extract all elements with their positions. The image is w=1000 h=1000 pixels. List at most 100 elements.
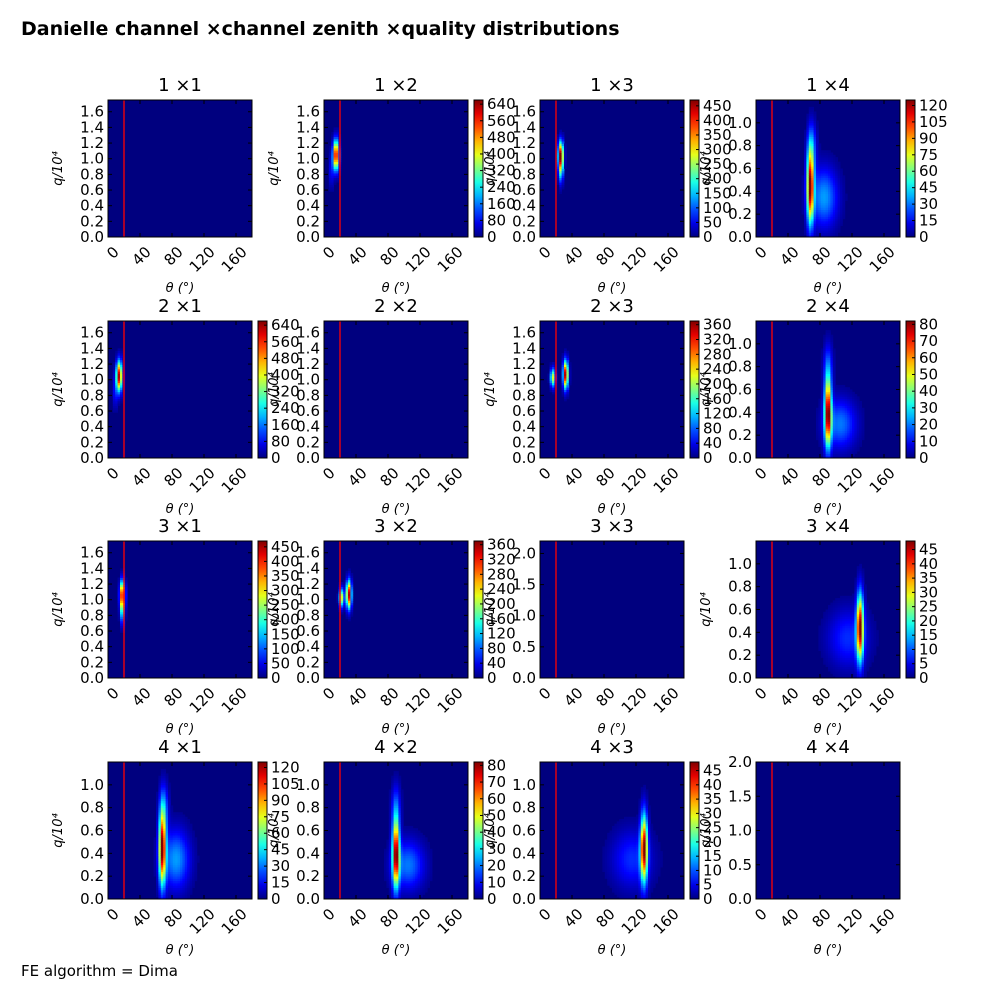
heatmap-cell [808,200,812,204]
heatmap-cell [823,223,826,226]
heatmap-cell [837,602,841,606]
heatmap-cell [422,876,426,879]
heatmap-cell [806,175,810,179]
heatmap-cell [386,844,390,847]
heatmap-cell [868,641,872,645]
heatmap-cell [830,205,834,208]
heatmap-cell [556,168,560,172]
heatmap-cell [388,830,392,834]
heatmap-cell [830,648,834,651]
heatmap-cell [813,111,817,115]
heatmap-cell [840,191,843,195]
heatmap-cell [424,878,428,882]
heatmap-cell [837,387,841,390]
heatmap-cell [424,839,428,843]
heatmap-cell [820,627,824,631]
heatmap-cell [825,350,829,354]
heatmap-cell [564,147,567,151]
heatmap-cell [830,225,834,229]
heatmap-cell [804,221,807,224]
heatmap-cell [163,789,166,793]
heatmap-cell [180,814,183,818]
heatmap-cell [844,403,848,406]
heatmap-cell [165,864,169,868]
heatmap-cell [393,841,397,845]
heatmap-cell [820,437,824,441]
heatmap-cell [564,398,567,402]
heatmap-cell [854,448,858,452]
heatmap-cell [163,791,166,795]
heatmap-cell [854,607,858,610]
heatmap-cell [117,403,121,406]
heatmap-cell [117,373,121,377]
heatmap-cell [559,143,562,147]
heatmap-cell [832,214,836,217]
x-axis-label: θ (°) [814,281,843,296]
heatmap-cell [811,120,814,124]
heatmap-cell [830,371,834,374]
heatmap-cell [854,412,858,416]
heatmap-cell [811,127,814,131]
heatmap-cell [844,595,848,599]
y-axis-label: q/10⁴ [267,372,282,407]
heatmap-cell [427,857,430,861]
heatmap-cell [412,828,416,831]
heatmap-cell [156,885,159,888]
heatmap-cell [818,189,822,192]
x-axis-label: θ (°) [166,281,195,296]
heatmap-cell [830,448,834,452]
heatmap-cell [856,416,860,420]
heatmap-cell [837,430,841,434]
heatmap-cell [559,161,562,165]
heatmap-cell [163,851,166,854]
heatmap-cell [172,830,176,834]
heatmap-cell [808,216,812,220]
heatmap-cell [842,216,846,220]
heatmap-cell [192,835,195,838]
heatmap-cell [561,159,565,163]
heatmap-cell [811,154,814,158]
heatmap-cell [825,216,829,220]
heatmap-cell [825,152,829,156]
y-tick-label: 1.2 [512,355,536,373]
heatmap-cell [343,579,346,583]
heatmap-cell [849,648,853,651]
heatmap-cell [180,869,183,872]
heatmap-cell [348,611,351,615]
heatmap-cell [847,455,850,458]
heatmap-cell [820,225,824,229]
heatmap-cell [825,207,829,210]
heatmap-cell [400,867,404,870]
heatmap-cell [813,184,817,188]
heatmap-cell [398,841,402,845]
heatmap-cell [859,627,862,631]
heatmap-cell [806,223,810,226]
heatmap-cell [403,894,406,898]
heatmap-cell [393,864,397,868]
heatmap-cell [832,364,836,368]
y-axis-label: q/10⁴ [51,372,66,407]
heatmap-cell [156,819,159,822]
heatmap-cell [170,835,174,838]
heatmap-cell [840,179,843,183]
heatmap-cell [386,860,390,863]
heatmap-cell [820,419,824,422]
heatmap-cell [388,848,392,852]
heatmap-cell [840,209,843,213]
heatmap-cell [832,193,836,197]
heatmap-cell [844,673,848,677]
heatmap-cell [856,437,860,441]
heatmap-cell [828,339,831,342]
heatmap-cell [830,643,834,647]
heatmap-cell [835,414,838,418]
heatmap-cell [825,163,829,167]
x-tick-label: 160 [218,464,251,497]
heatmap-cell [328,145,332,149]
heatmap-cell [165,784,169,788]
heatmap-cell [172,887,176,891]
heatmap-cell [415,862,418,866]
heatmap-cell [398,857,402,861]
colorbar-tick-label: 320 [487,551,516,569]
heatmap-cell [182,857,186,861]
heatmap-cell [828,214,831,217]
